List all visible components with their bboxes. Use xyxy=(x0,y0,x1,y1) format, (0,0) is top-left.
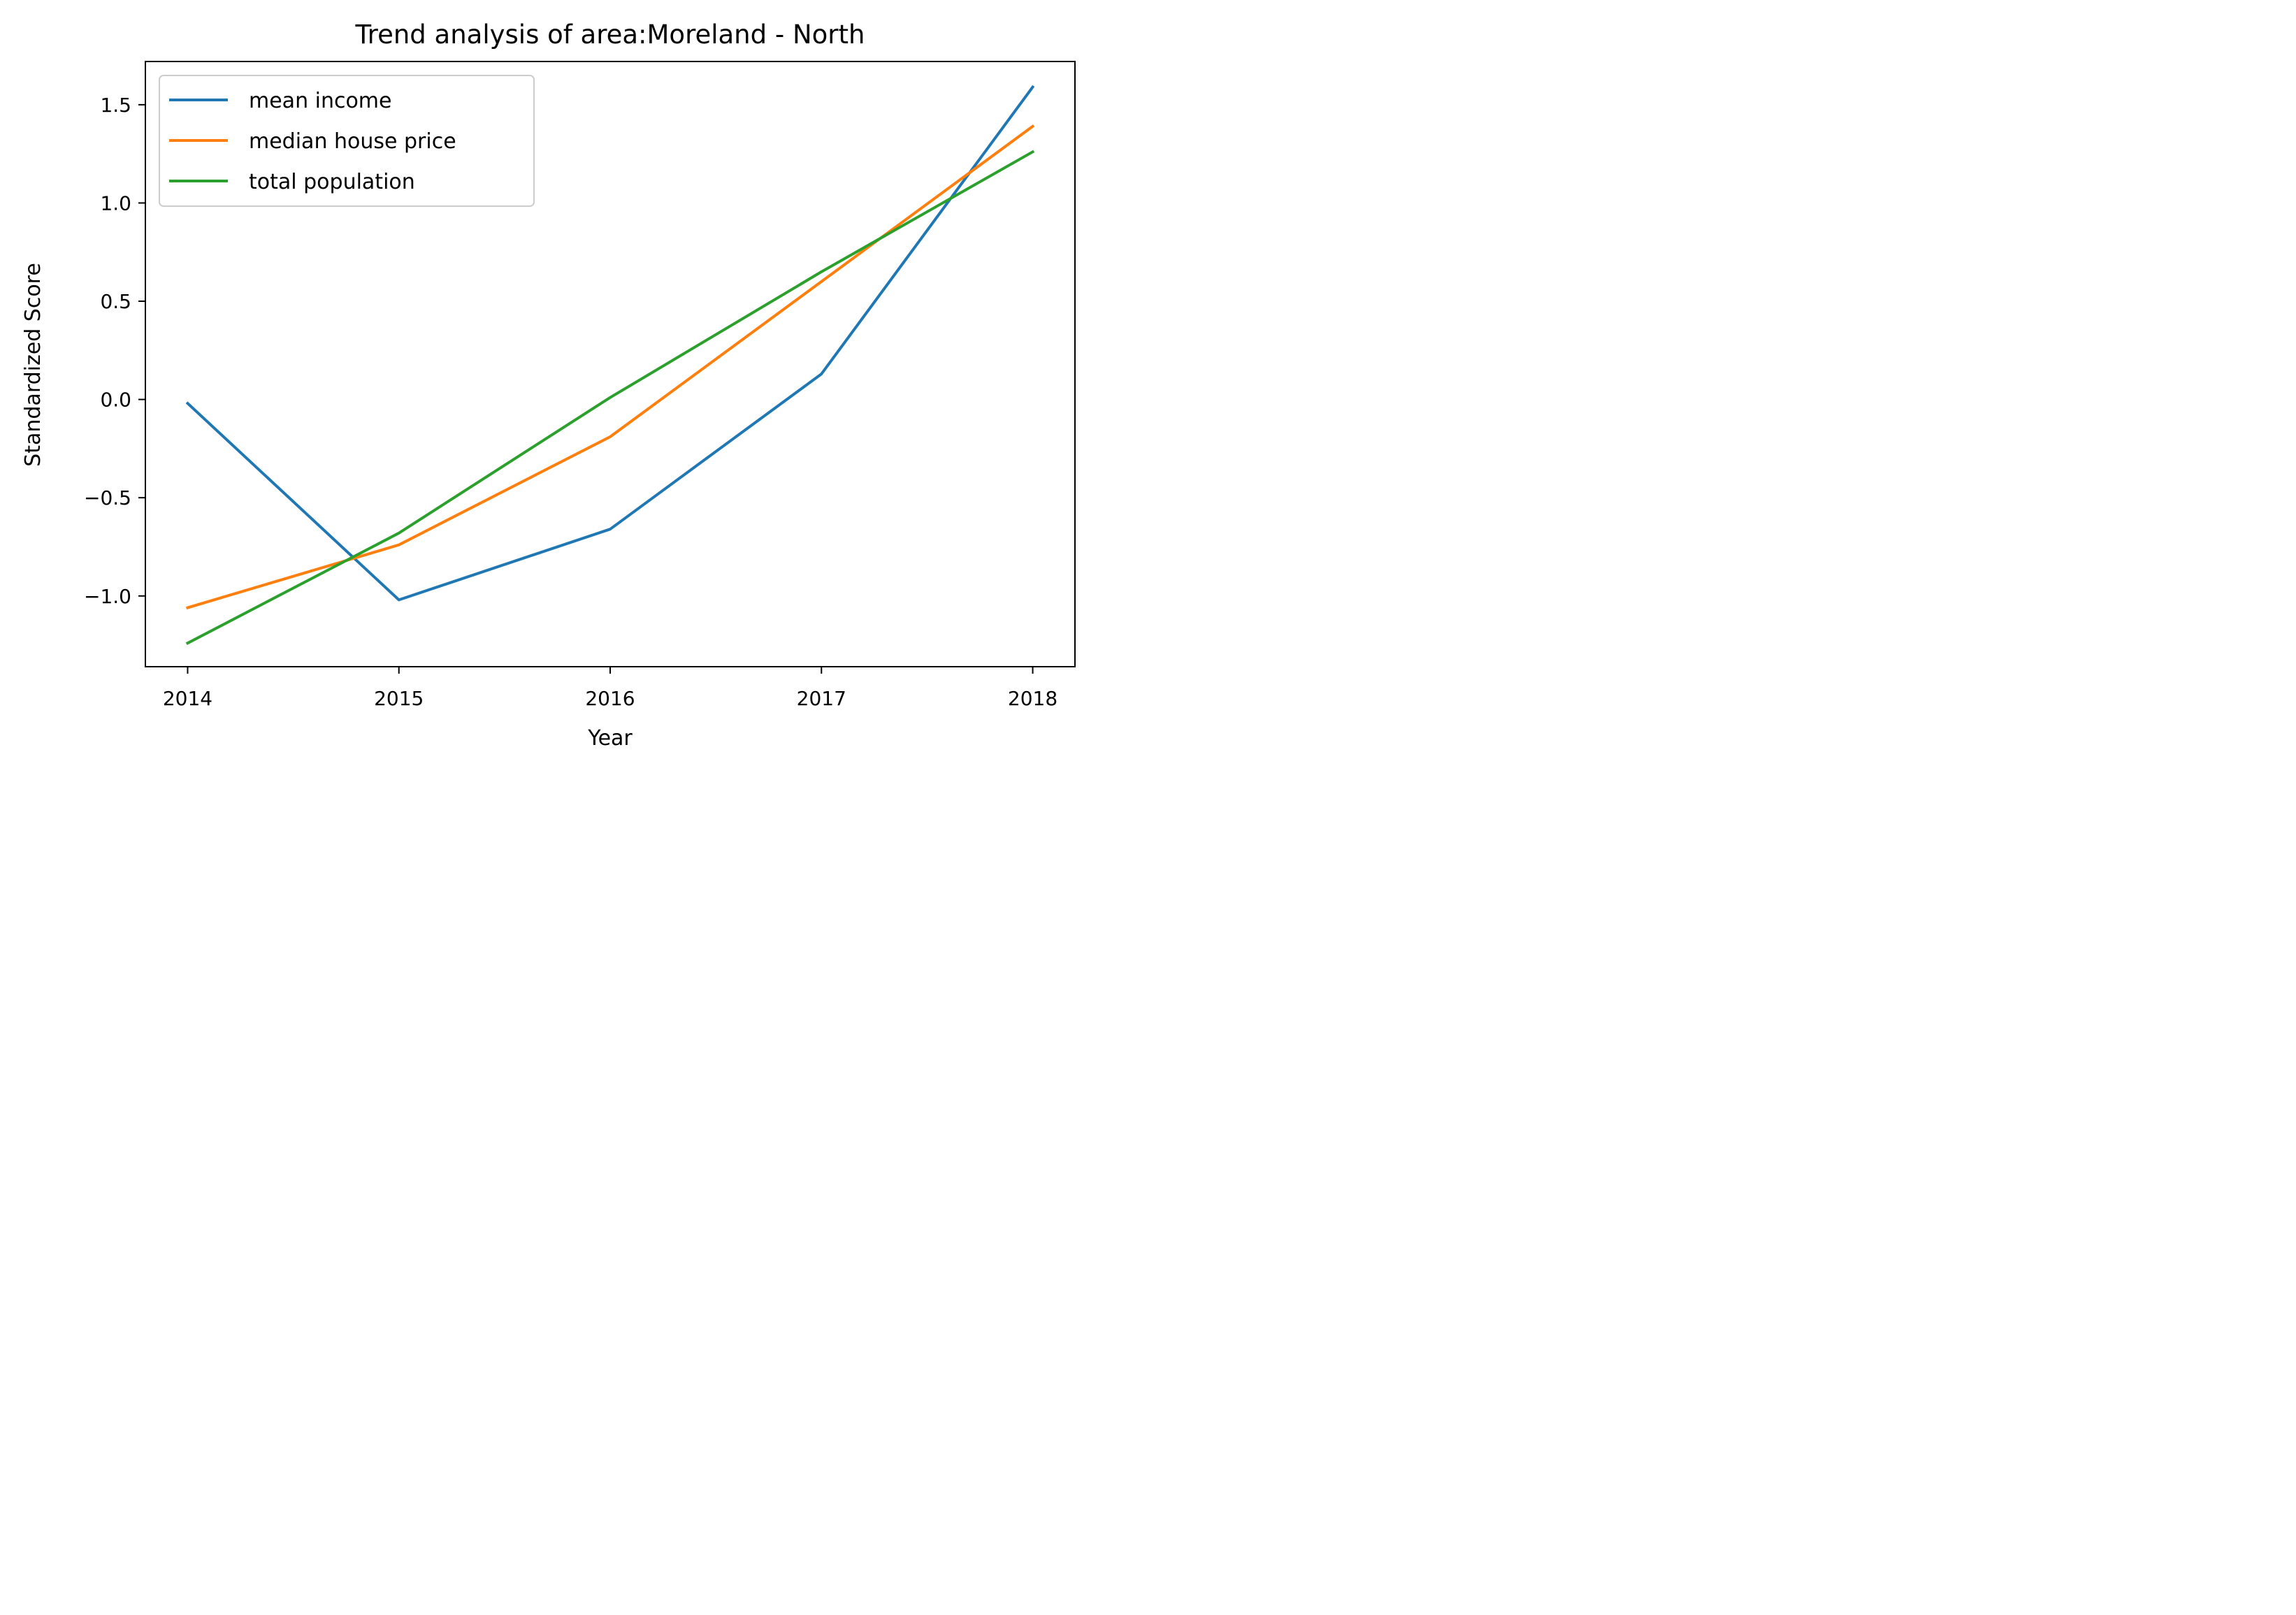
x-tick-label: 2018 xyxy=(1008,687,1057,710)
line-chart: Trend analysis of area:Moreland - North … xyxy=(21,20,1076,751)
chart-title: Trend analysis of area:Moreland - North xyxy=(355,20,865,50)
x-tick-label: 2017 xyxy=(797,687,846,710)
y-tick-label: 1.5 xyxy=(100,94,131,117)
chart-figure: Trend analysis of area:Moreland - North … xyxy=(0,0,1095,769)
y-axis-label: Standardized Score xyxy=(21,263,45,467)
series-line-3 xyxy=(185,150,1035,645)
y-tick-label: 0.5 xyxy=(100,290,131,313)
x-tick-label: 2015 xyxy=(374,687,424,710)
x-tick-label: 2016 xyxy=(585,687,635,710)
y-tick-label: 1.0 xyxy=(100,191,131,215)
y-tick-label: −0.5 xyxy=(84,486,131,509)
y-tick-label: 0.0 xyxy=(100,389,131,412)
series-line-1 xyxy=(185,85,1035,602)
legend-label: median house price xyxy=(249,129,456,154)
plot-area xyxy=(185,85,1035,645)
legend-box xyxy=(159,75,535,207)
axes: 2014 2015 2016 2017 2018 −1.0 −0.5 0.0 0.5 1.0 1.5 xyxy=(84,61,1076,710)
x-tick-label: 2014 xyxy=(163,687,212,710)
y-tick-label: −1.0 xyxy=(84,585,131,608)
legend: mean income median house price total popul… xyxy=(159,75,535,207)
x-axis-label: Year xyxy=(587,726,633,751)
legend-label: total population xyxy=(249,170,415,194)
legend-label: mean income xyxy=(249,89,392,113)
series-line-2 xyxy=(186,124,1035,610)
